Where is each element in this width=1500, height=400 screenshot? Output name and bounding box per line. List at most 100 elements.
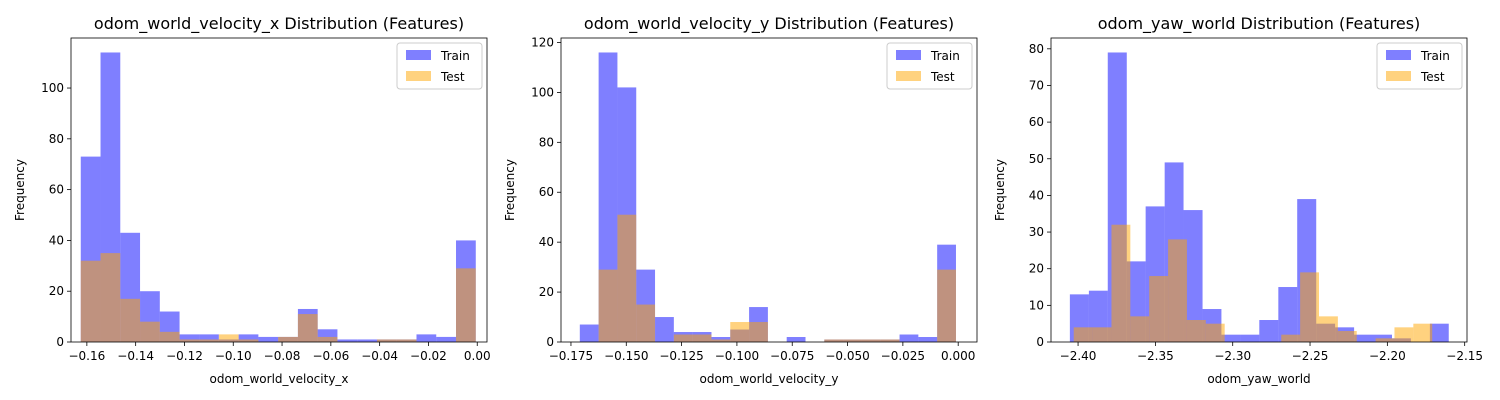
x-tick-label: −0.02 [410, 349, 447, 363]
x-tick-label: −0.050 [825, 349, 869, 363]
bar-test-18 [1413, 323, 1433, 342]
chart-title: odom_world_velocity_x Distribution (Feat… [94, 14, 464, 34]
legend-swatch-train [406, 50, 431, 60]
bar-train-13 [337, 339, 358, 342]
x-tick-label: −0.175 [549, 349, 593, 363]
y-tick-label: 0 [1036, 335, 1044, 349]
x-tick-label: −0.10 [215, 349, 252, 363]
x-tick-label: −2.25 [1292, 349, 1329, 363]
bar-train-19 [1429, 323, 1449, 342]
bar-test-12 [824, 339, 844, 342]
legend-swatch-train [1386, 50, 1411, 60]
y-tick-label: 0 [546, 335, 554, 349]
axes-frame [1050, 37, 1468, 343]
y-tick-label: 20 [1029, 262, 1044, 276]
bar-train-11 [1278, 287, 1298, 342]
x-tick-label: −2.20 [1369, 349, 1406, 363]
bar-train-18 [436, 336, 457, 342]
bar-test-6 [199, 339, 219, 342]
x-tick-label: −0.125 [659, 349, 703, 363]
series-train [80, 52, 476, 342]
bar-test-19 [456, 268, 476, 342]
x-tick-label: −0.12 [166, 349, 203, 363]
y-tick-label: 60 [49, 183, 64, 197]
chart-title: odom_yaw_world Distribution (Features) [1098, 14, 1421, 34]
bar-test-1 [1092, 327, 1112, 342]
y-tick-label: 50 [1029, 152, 1044, 166]
legend: Train Test [886, 42, 973, 90]
x-tick-label: −0.025 [881, 349, 925, 363]
bar-test-0 [80, 260, 101, 342]
legend-label-test: Test [1420, 70, 1445, 84]
bar-test-3 [140, 321, 160, 342]
bar-train-16 [1372, 334, 1392, 342]
bar-test-15 [880, 339, 900, 342]
y-tick-label: 120 [531, 35, 554, 49]
bar-test-2 [120, 298, 141, 342]
y-tick-label: 80 [1029, 42, 1044, 56]
bar-test-4 [673, 334, 693, 342]
bar-test-6 [1186, 320, 1206, 342]
series-test [1073, 224, 1433, 342]
bar-test-14 [1337, 331, 1357, 342]
legend-label-test: Test [930, 70, 955, 84]
bar-test-5 [1168, 239, 1187, 342]
bar-train-9 [1240, 334, 1260, 342]
x-axis-label: odom_world_velocity_x [209, 372, 348, 386]
bar-train-8 [238, 334, 259, 342]
bar-test-16 [396, 339, 417, 342]
legend-label-test: Test [440, 70, 465, 84]
series-test [598, 214, 956, 342]
bar-test-1 [617, 214, 637, 342]
x-tick-label: −2.30 [1214, 349, 1251, 363]
x-tick-label: 0.000 [941, 349, 975, 363]
bar-train-4 [655, 317, 674, 342]
y-tick-label: 30 [1029, 225, 1044, 239]
bar-train-9 [258, 336, 279, 342]
y-tick-label: 20 [49, 284, 64, 298]
bar-test-0 [1073, 327, 1093, 342]
chart-panel-2: −0.175 −0.150 −0.125 −0.100 −0.075 −0.050 −0.0… [503, 14, 978, 386]
bar-test-1 [100, 253, 121, 342]
bar-test-7 [1205, 323, 1225, 342]
bar-test-8 [238, 339, 259, 342]
y-axis-label: Frequency [503, 159, 517, 221]
bar-test-13 [1319, 316, 1338, 342]
legend-label-train: Train [1420, 49, 1450, 63]
bar-test-10 [278, 336, 298, 342]
bar-test-12 [1300, 272, 1320, 342]
legend: Train Test [396, 42, 483, 90]
bar-test-14 [861, 339, 881, 342]
x-tick-label: −0.06 [312, 349, 349, 363]
x-axis-label: odom_world_velocity_y [699, 372, 838, 386]
bar-test-7 [730, 322, 750, 342]
bar-test-17 [1394, 327, 1414, 342]
y-axis-label: Frequency [993, 159, 1007, 221]
y-tick-label: 60 [539, 185, 554, 199]
legend-label-train: Train [930, 49, 960, 63]
y-tick-label: 0 [56, 335, 64, 349]
bar-test-18 [937, 269, 956, 342]
bar-train-17 [416, 334, 437, 342]
y-tick-label: 100 [531, 85, 554, 99]
x-tick-label: 0.00 [464, 349, 491, 363]
y-tick-label: 20 [539, 285, 554, 299]
y-tick-label: 10 [1029, 298, 1044, 312]
x-axis-label: odom_yaw_world [1207, 372, 1310, 386]
bar-train-15 [1354, 334, 1373, 342]
bar-test-2 [1111, 224, 1131, 342]
axes-frame [560, 37, 978, 343]
x-tick-label: −2.35 [1137, 349, 1174, 363]
bar-test-11 [297, 314, 318, 342]
legend-swatch-test [896, 71, 921, 81]
bar-test-7 [218, 334, 239, 342]
bar-test-2 [636, 304, 656, 342]
bar-train-17 [899, 334, 919, 342]
x-tick-label: −0.100 [715, 349, 759, 363]
bar-test-12 [317, 336, 338, 342]
bar-train-5 [179, 334, 200, 342]
y-tick-label: 40 [1029, 188, 1044, 202]
bar-train-14 [357, 339, 377, 342]
bar-train-18 [918, 337, 938, 342]
